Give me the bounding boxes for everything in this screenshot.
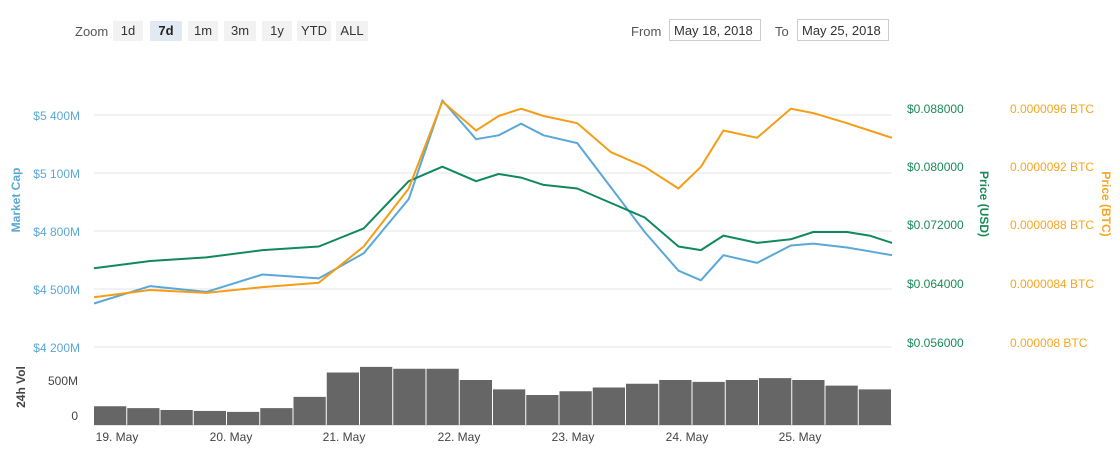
price-usd-axis-title: Price (USD) (977, 171, 991, 237)
volume-bar (260, 408, 293, 425)
usd-tick-2: $0.072000 (907, 218, 964, 232)
volume-bar (592, 387, 625, 425)
btc-tick-3: 0.0000092 BTC (1010, 160, 1094, 174)
volume-bar (393, 368, 426, 425)
volume-axis-title: 24h Vol (14, 366, 28, 408)
volume-bar (626, 383, 659, 425)
x-tick-3: 22. May (438, 430, 481, 444)
volume-bar (293, 396, 326, 425)
price-usd-series-line (93, 165, 893, 270)
x-tick-6: 25. May (779, 430, 822, 444)
from-date-input[interactable] (669, 19, 761, 41)
volume-bar (160, 410, 193, 425)
usd-tick-1: $0.064000 (907, 277, 964, 291)
volume-bar (559, 391, 592, 425)
mc-tick-3: $5 100M (33, 167, 80, 181)
volume-bar (426, 368, 459, 425)
volume-bar (526, 395, 559, 425)
zoom-label: Zoom (75, 24, 109, 39)
x-tick-4: 23. May (552, 430, 595, 444)
zoom-1y-button[interactable]: 1y (262, 21, 292, 41)
volume-bars (94, 366, 891, 425)
zoom-ytd-button[interactable]: YTD (297, 21, 331, 41)
zoom-1m-button[interactable]: 1m (188, 21, 218, 41)
volume-bar (459, 380, 492, 425)
btc-tick-4: 0.0000096 BTC (1010, 102, 1094, 116)
x-tick-5: 24. May (666, 430, 709, 444)
volume-bar (127, 408, 160, 425)
volume-bar (193, 410, 226, 425)
volume-bar (825, 385, 858, 425)
volume-bar (659, 380, 692, 425)
x-tick-0: 19. May (96, 430, 139, 444)
vol-tick-1: 500M (48, 374, 78, 388)
volume-bar (227, 411, 260, 425)
volume-bar (326, 372, 359, 425)
to-label: To (775, 24, 789, 39)
x-tick-1: 20. May (210, 430, 253, 444)
zoom-1d-button[interactable]: 1d (113, 21, 143, 41)
vol-tick-0: 0 (71, 409, 78, 423)
mc-tick-2: $4 800M (33, 225, 80, 239)
price-btc-series-line (93, 100, 893, 299)
btc-tick-0: 0.000008 BTC (1010, 336, 1088, 350)
zoom-7d-button[interactable]: 7d (150, 21, 182, 41)
btc-tick-2: 0.0000088 BTC (1010, 218, 1094, 232)
volume-bar (858, 389, 891, 425)
market-cap-series-line (93, 99, 893, 305)
from-label: From (631, 24, 662, 39)
x-tick-2: 21. May (323, 430, 366, 444)
usd-tick-0: $0.056000 (907, 336, 964, 350)
volume-bar (360, 366, 393, 425)
price-btc-axis-title: Price (BTC) (1099, 171, 1113, 236)
to-date-input[interactable] (797, 19, 889, 41)
volume-bar (725, 380, 758, 425)
mc-tick-4: $5 400M (33, 109, 80, 123)
market-cap-axis-title: Market Cap (9, 168, 23, 233)
btc-tick-1: 0.0000084 BTC (1010, 277, 1094, 291)
volume-bar (759, 378, 792, 425)
usd-tick-3: $0.080000 (907, 160, 964, 174)
price-lines (93, 99, 893, 305)
volume-bar (493, 389, 526, 425)
zoom-all-button[interactable]: ALL (336, 21, 368, 41)
volume-bar (692, 381, 725, 425)
mc-tick-1: $4 500M (33, 283, 80, 297)
volume-bar (792, 380, 825, 425)
zoom-3m-button[interactable]: 3m (224, 21, 256, 41)
usd-tick-4: $0.088000 (907, 102, 964, 116)
mc-tick-0: $4 200M (33, 341, 80, 355)
chart-toolbar: Zoom 1d 7d 1m 3m 1y YTD ALL From To (0, 0, 1120, 60)
volume-bar (94, 406, 127, 425)
